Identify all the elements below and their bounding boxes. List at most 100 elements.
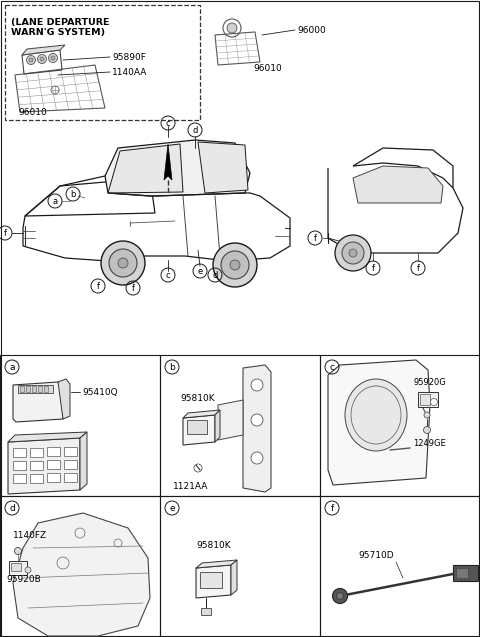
Bar [38,386,42,392]
Text: c: c [166,118,170,127]
Polygon shape [8,438,80,494]
Circle shape [48,54,58,62]
Circle shape [26,55,36,64]
Circle shape [342,242,364,264]
Circle shape [14,547,22,554]
Bar [13,461,26,470]
Text: f: f [372,264,374,273]
Circle shape [251,452,263,464]
Polygon shape [164,144,172,180]
Circle shape [109,249,137,277]
Circle shape [213,243,257,287]
Circle shape [431,399,437,406]
Text: d: d [9,503,15,513]
Text: (LANE DEPARTURE
WARN'G SYSTEM): (LANE DEPARTURE WARN'G SYSTEM) [11,18,109,38]
Polygon shape [231,560,237,595]
Circle shape [251,379,263,391]
Circle shape [335,235,371,271]
Text: 96010: 96010 [253,64,282,73]
Text: 1121AA: 1121AA [173,482,208,490]
Bar [420,394,430,405]
Bar [47,473,60,482]
Text: b: b [70,189,76,199]
Polygon shape [328,360,430,485]
Text: 1140AA: 1140AA [112,68,147,76]
Bar [0,496,160,637]
Circle shape [349,249,357,257]
Text: f: f [96,282,99,290]
Bar [160,496,320,637]
Polygon shape [13,513,150,636]
Text: b: b [169,362,175,371]
Bar [30,473,43,482]
Polygon shape [215,410,220,442]
Bar [32,386,36,392]
Bar [456,568,468,578]
Bar [418,392,438,407]
Bar [64,447,77,455]
Text: 96010: 96010 [18,108,47,117]
Polygon shape [8,432,87,442]
Bar [320,355,480,496]
Bar [20,386,24,392]
Bar [13,474,26,483]
Polygon shape [105,140,250,196]
Text: f: f [3,229,7,238]
Bar [30,461,43,469]
Text: f: f [330,503,334,513]
Circle shape [336,592,344,599]
Text: a: a [9,362,15,371]
Circle shape [227,23,237,33]
Circle shape [230,260,240,270]
Text: 95920B: 95920B [6,575,41,585]
Circle shape [251,414,263,426]
Bar [13,448,26,457]
Polygon shape [353,166,443,203]
Polygon shape [108,144,183,193]
Bar [453,565,478,581]
Circle shape [51,56,55,60]
Bar [18,385,53,393]
Polygon shape [58,379,70,419]
Bar [11,563,21,571]
Text: 95410Q: 95410Q [82,387,118,396]
Text: e: e [197,266,203,275]
Polygon shape [183,415,215,445]
Circle shape [40,57,44,61]
Bar [0,355,160,496]
Text: 96000: 96000 [297,25,326,34]
Bar [5,5,200,120]
Circle shape [37,55,47,64]
Text: 95710D: 95710D [358,552,394,561]
Circle shape [101,241,145,285]
Bar [47,447,60,456]
Text: 1140FZ: 1140FZ [13,531,47,541]
Text: 95890F: 95890F [112,52,146,62]
Text: e: e [169,503,175,513]
Polygon shape [22,45,65,55]
Circle shape [29,58,33,62]
Circle shape [333,589,348,603]
Text: c: c [166,271,170,280]
Polygon shape [243,365,271,492]
Text: c: c [329,362,335,371]
Text: f: f [132,283,134,292]
Bar [320,496,480,637]
Text: 1249GE: 1249GE [413,438,446,448]
Bar [26,386,30,392]
Polygon shape [198,142,248,193]
Text: f: f [313,234,316,243]
Text: 95810K: 95810K [180,394,215,403]
Polygon shape [80,432,87,490]
Text: 95810K: 95810K [196,541,230,550]
Circle shape [221,251,249,279]
Bar [47,460,60,469]
Bar [200,572,222,588]
Polygon shape [218,400,243,440]
Text: 95920G: 95920G [413,378,446,387]
Ellipse shape [345,379,407,451]
Text: d: d [192,125,198,134]
Bar [201,608,211,615]
Bar [187,420,207,434]
Polygon shape [183,410,220,418]
